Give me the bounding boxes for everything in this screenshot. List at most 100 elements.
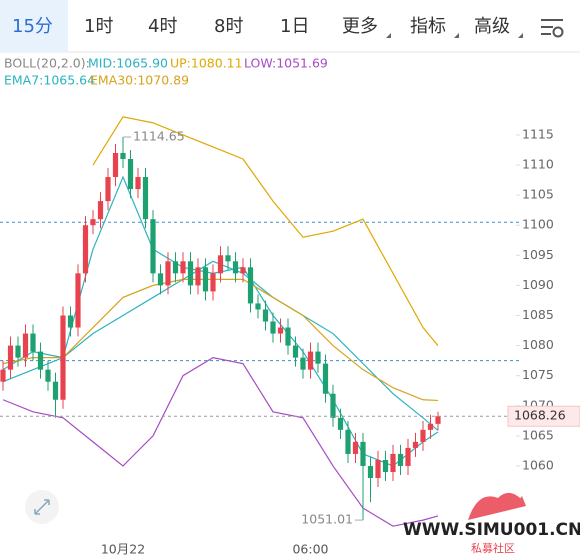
candle-body [375,459,381,479]
x-tick-label: 10月22 [101,542,145,557]
tab[interactable]: 4时 [148,16,177,37]
candle-body [322,363,329,394]
candle-body [15,345,21,358]
candle-body [180,261,186,274]
y-tick-label: 1110 [522,157,554,172]
candle-body [345,429,351,454]
y-tick-label: 1075 [522,367,554,382]
candle-body [30,333,36,352]
indicator-label: BOLL(20,2.0): [4,56,90,71]
candle-body [67,315,74,328]
candle-body [127,158,134,190]
candle-body [240,267,246,274]
candle-body [202,267,209,292]
tab[interactable]: 1时 [84,16,113,37]
dropdown-mark [454,33,459,38]
icon-gear [552,26,564,38]
y-tick-label: 1085 [522,307,554,322]
y-tick-label: 1115 [522,126,554,141]
indicator-line [92,116,439,346]
candle-body [405,447,411,466]
candle-body [262,309,269,322]
candle-body [300,357,306,370]
candle-body [0,369,6,382]
indicator-line [2,356,439,527]
y-tick-label: 1090 [522,277,554,292]
candle-body [420,429,426,442]
indicator-label: EMA7:1065.64 [4,73,95,88]
tab[interactable]: 指标 [410,16,446,37]
indicator-label: MID:1065.90 [88,56,168,71]
candle-body [360,441,366,466]
annotation: 1114.65 [133,129,185,144]
candle-body [7,345,14,370]
candle-body [195,267,201,286]
candle-body [165,261,171,286]
watermark-logo [468,492,526,520]
candle-body [352,441,359,454]
candle-body [390,453,396,472]
candle-body [82,225,89,274]
candle-body [120,152,126,159]
candle-body [307,351,314,370]
indicator-label: LOW:1051.69 [244,56,328,71]
tab[interactable]: 1日 [280,16,309,37]
settings-icon[interactable] [541,19,564,38]
candle-body [172,261,179,274]
toolbar [0,0,580,52]
watermark-site: WWW.SIMU001.CN [403,520,580,540]
candle-body [270,321,276,334]
candle-body [45,369,51,382]
y-tick-label: 1100 [522,217,554,232]
zoom-button[interactable] [25,490,59,524]
candle-body [37,351,44,370]
dropdown-mark [518,33,523,38]
candle-body [427,423,434,430]
tab[interactable]: 8时 [214,16,243,37]
y-tick-label: 1095 [522,247,554,262]
candle-body [337,417,344,430]
candle-body [367,465,374,479]
candle-body [22,333,29,358]
candle-body [315,351,321,364]
candle-body [150,219,156,274]
candle-body [255,303,261,310]
candle-body [397,453,404,466]
candle-body [225,255,231,262]
candle-body [285,327,291,346]
candle-body [135,177,141,190]
tab[interactable]: 15分 [12,16,53,37]
candle-body [435,416,441,424]
candle-body [97,201,104,220]
candle-body [232,261,239,274]
dropdown-mark [386,33,391,38]
price-box [507,405,580,427]
candle-body [60,315,66,400]
price-label: 1068.26 [514,408,566,423]
candle-body [157,273,164,286]
active-tab-bg [0,0,68,52]
candle-body [382,459,389,472]
candle-body [52,381,59,400]
candle-body [277,327,284,334]
y-tick-label: 1105 [522,187,554,202]
x-tick-label: 06:00 [292,542,328,557]
tab[interactable]: 更多 [342,16,378,37]
y-tick-label: 1060 [522,457,554,472]
indicator-label: UP:1080.11 [170,56,243,71]
tab[interactable]: 高级 [474,16,510,37]
zoom-arrows [34,499,50,515]
indicator-label: EMA30:1070.89 [90,73,189,88]
indicator-line [2,260,439,431]
candle-body [75,273,81,328]
candle-body [247,267,254,304]
candle-body [142,177,149,220]
candle-body [210,273,216,292]
watermark-name: 私募社区 [471,541,515,555]
candle-body [90,219,96,226]
candle-body [112,152,119,178]
candle-body [187,261,194,286]
indicator-line [2,278,439,402]
